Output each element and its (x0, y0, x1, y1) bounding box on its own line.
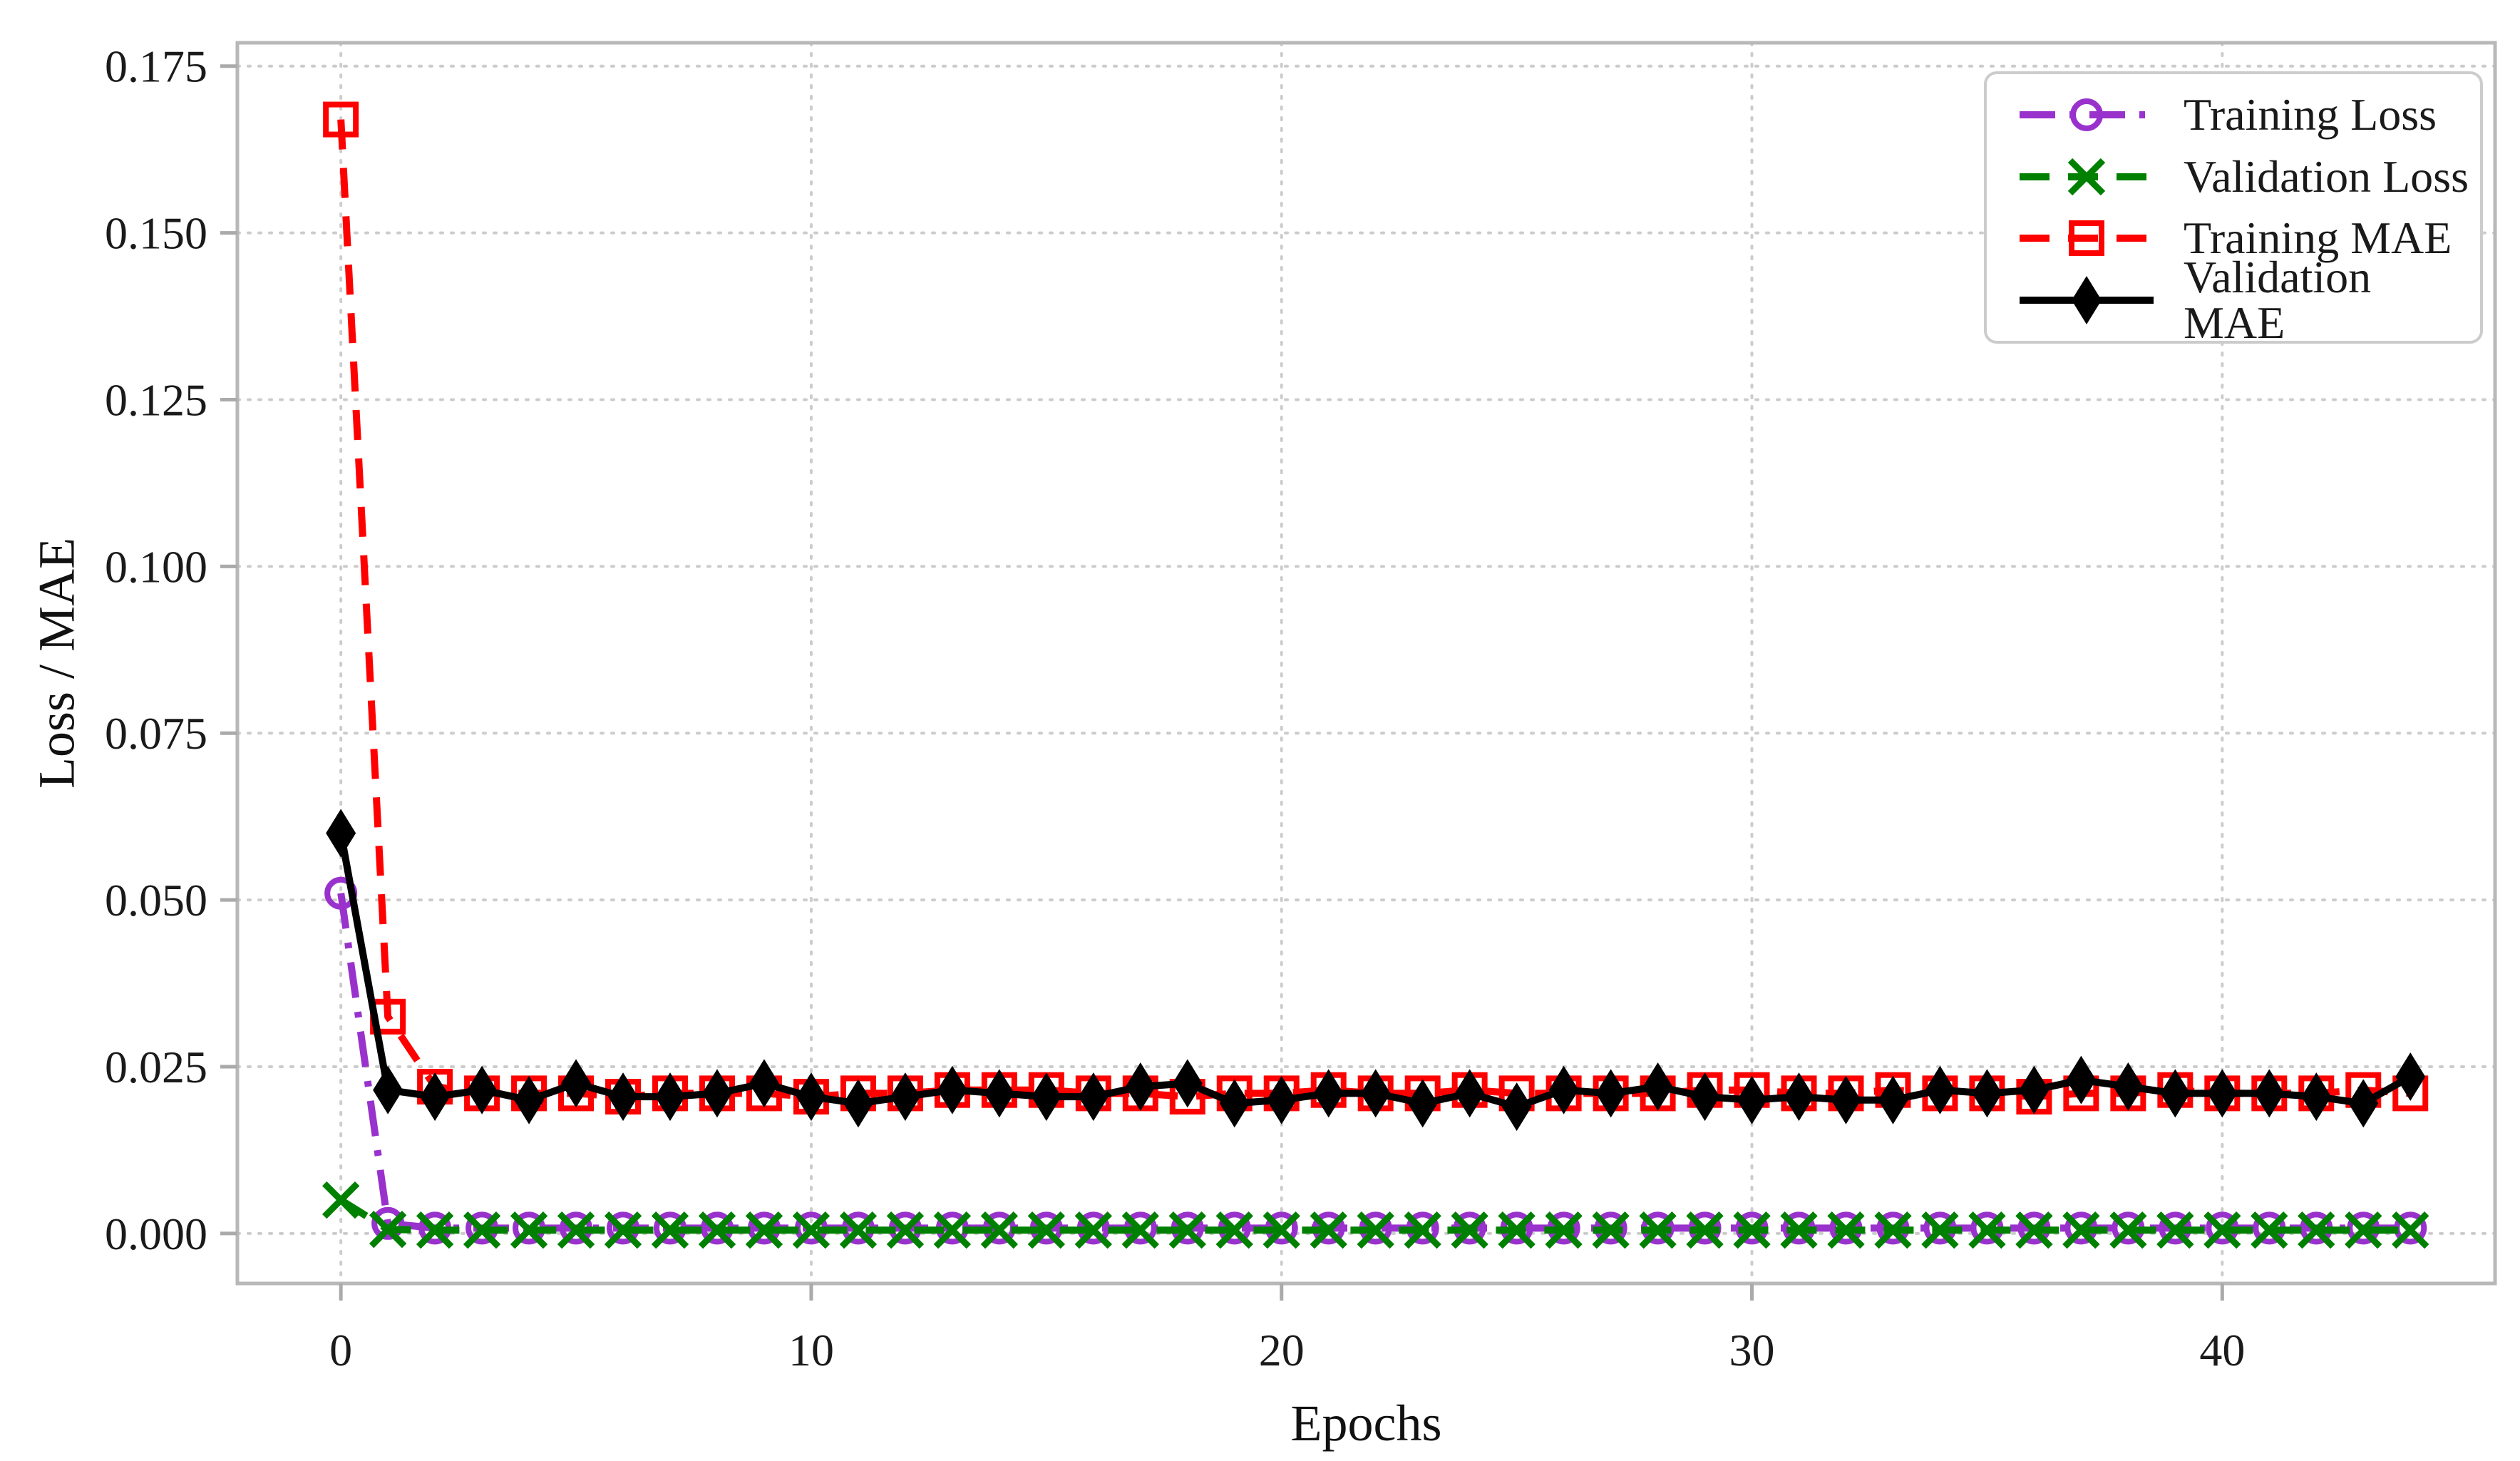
training-mae-line-icon (2020, 220, 2154, 257)
svg-text:0.175: 0.175 (105, 41, 207, 92)
svg-text:0.075: 0.075 (105, 708, 207, 759)
training-loss-line-icon (2020, 98, 2154, 132)
legend-label: Training Loss (2184, 89, 2437, 140)
svg-text:0.050: 0.050 (105, 875, 207, 926)
svg-text:0.000: 0.000 (105, 1209, 207, 1259)
legend: Training Loss Validation Loss Training M… (1984, 71, 2483, 345)
svg-text:40: 40 (2199, 1325, 2245, 1375)
y-axis-label: Loss / MAE (28, 537, 86, 789)
svg-text:10: 10 (788, 1325, 834, 1375)
svg-text:0.025: 0.025 (105, 1042, 207, 1092)
svg-text:20: 20 (1259, 1325, 1305, 1375)
legend-label: Validation Loss (2184, 150, 2469, 202)
legend-item-validation-mae: Validation MAE (2015, 254, 2473, 345)
legend-label: Training MAE (2184, 212, 2452, 264)
x-axis-label: Epochs (1290, 1395, 1442, 1452)
validation-mae-line-icon (2020, 275, 2154, 324)
svg-text:0.100: 0.100 (105, 541, 207, 592)
svg-text:30: 30 (1729, 1325, 1775, 1375)
svg-text:0.150: 0.150 (105, 208, 207, 259)
legend-item-training-mae: Training MAE (2015, 208, 2473, 268)
svg-text:0: 0 (329, 1325, 352, 1375)
legend-label: Validation MAE (2184, 251, 2372, 348)
legend-item-training-loss: Training Loss (2015, 85, 2473, 145)
svg-text:0.125: 0.125 (105, 374, 207, 425)
validation-loss-line-icon (2020, 158, 2154, 195)
legend-item-validation-loss: Validation Loss (2015, 147, 2473, 207)
